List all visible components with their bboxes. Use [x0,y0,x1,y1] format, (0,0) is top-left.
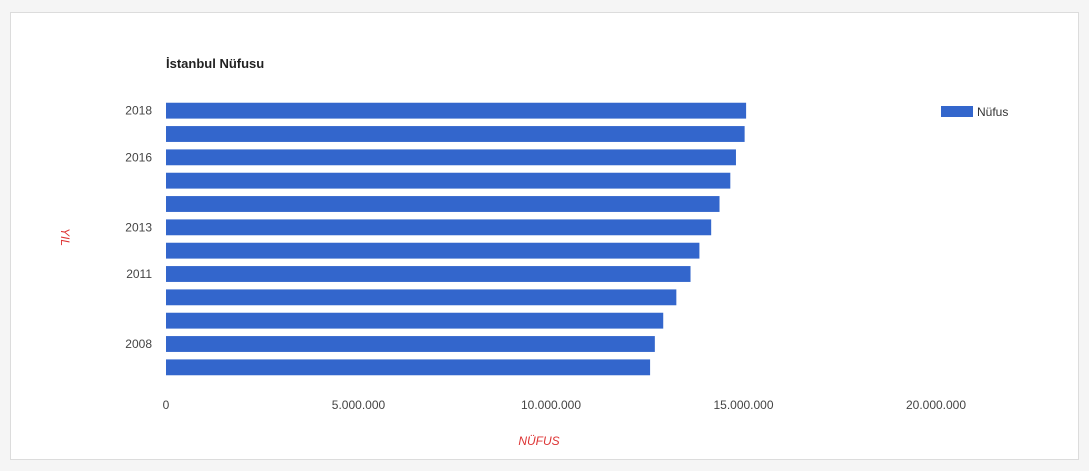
x-tick-labels: 0 5.000.000 10.000.000 15.000.000 20.000.000 [163,398,967,412]
bar-2016 [166,149,736,166]
bar-2013 [166,219,712,236]
x-axis-label: NÜFUS [518,434,559,448]
y-axis-label: YIL [58,228,72,246]
bar-2009 [166,312,664,329]
bar-2011 [166,266,691,282]
bar-2015 [166,172,731,189]
legend-label: Nüfus [977,105,1008,119]
bar-2008 [166,336,655,352]
legend-swatch [941,106,973,117]
bars-group [166,102,747,376]
bar-2010 [166,289,677,306]
bar-2007 [166,359,651,376]
x-tick-label: 10.000.000 [521,398,581,412]
y-tick-labels: 2018 2016 2013 2011 2008 [125,104,152,351]
x-tick-label: 5.000.000 [332,398,386,412]
y-tick-label: 2011 [126,267,152,281]
bar-2014 [166,196,720,212]
x-tick-label: 20.000.000 [906,398,966,412]
chart-title: İstanbul Nüfusu [166,56,264,71]
y-tick-label: 2018 [125,104,152,118]
legend: Nüfus [941,105,1008,119]
x-tick-label: 15.000.000 [713,398,773,412]
x-tick-label: 0 [163,398,170,412]
y-tick-label: 2016 [125,150,152,164]
bar-2012 [166,242,700,259]
bar-2017 [166,126,745,142]
bar-2018 [166,102,747,119]
y-tick-label: 2013 [125,220,152,234]
chart-frame: İstanbul Nüfusu YIL NÜFUS 2018 2016 2013 20… [10,12,1079,460]
y-tick-label: 2008 [125,337,152,351]
bar-chart: İstanbul Nüfusu YIL NÜFUS 20182016201320… [58,56,1008,448]
